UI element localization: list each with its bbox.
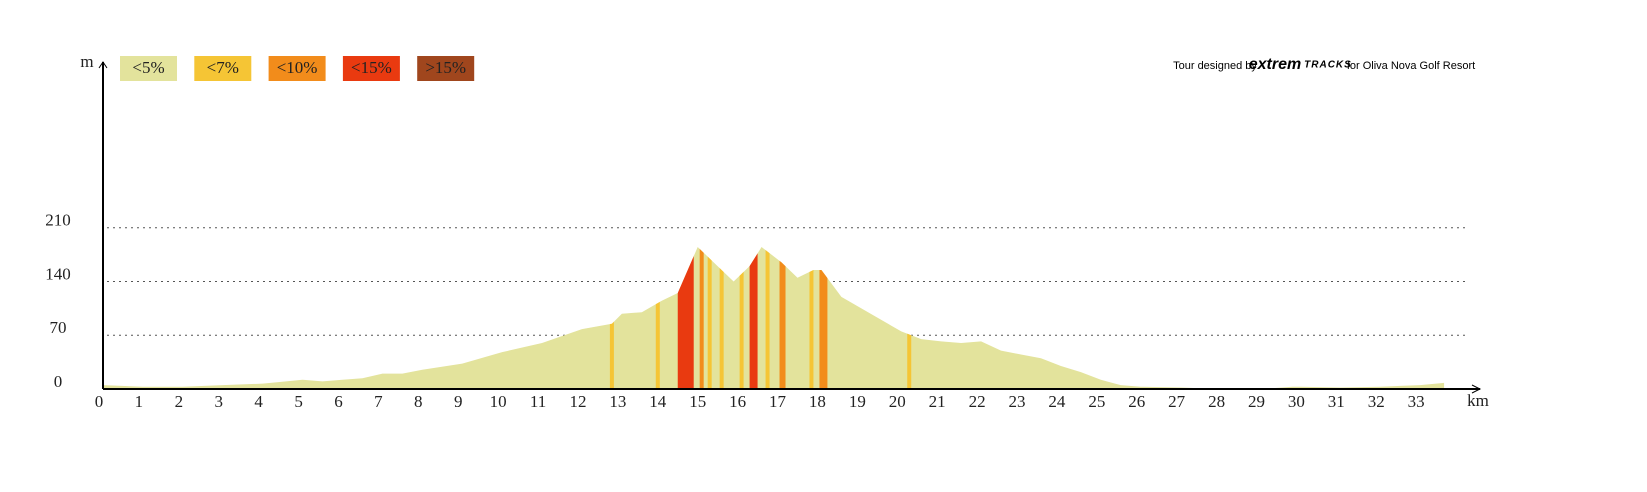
x-tick-label: 2	[175, 392, 184, 411]
y-tick-label: 70	[50, 318, 67, 337]
x-tick-label: 29	[1248, 392, 1265, 411]
x-tick-label: 1	[135, 392, 144, 411]
x-tick-label: 17	[769, 392, 787, 411]
y-tick-label: 0	[54, 372, 63, 391]
x-tick-label: 24	[1048, 392, 1066, 411]
gradient-stripe	[907, 246, 912, 389]
x-tick-label: 16	[729, 392, 746, 411]
x-tick-label: 14	[649, 392, 667, 411]
x-tick-label: 10	[490, 392, 507, 411]
credit-suffix: for Oliva Nova Golf Resort	[1347, 60, 1475, 72]
x-axis-arrow	[1471, 384, 1482, 394]
x-tick-label: 5	[294, 392, 303, 411]
legend-swatch	[120, 56, 177, 81]
x-tick-label: 33	[1408, 392, 1425, 411]
x-tick-label: 4	[254, 392, 263, 411]
x-tick-label: 15	[689, 392, 706, 411]
gradient-stripe	[739, 246, 744, 389]
legend-swatch	[342, 56, 400, 81]
elevation-area	[103, 246, 1445, 389]
x-tick-label: 18	[809, 392, 826, 411]
gradient-stripe	[707, 246, 712, 389]
legend-label: <10%	[277, 58, 318, 77]
legend-label: <15%	[351, 58, 392, 77]
x-tick-label: 22	[969, 392, 986, 411]
credit-prefix: Tour designed by	[1173, 60, 1257, 72]
gradient-stripe	[655, 246, 660, 389]
x-tick-label: 20	[889, 392, 906, 411]
gradient-stripe	[609, 246, 614, 389]
y-tick-label: 210	[45, 211, 71, 230]
legend-label: >15%	[425, 58, 466, 77]
legend-swatch	[268, 56, 326, 81]
y-tick-label: 140	[45, 264, 71, 283]
x-tick-label: 27	[1168, 392, 1186, 411]
x-tick-label: 19	[849, 392, 866, 411]
x-axis-label: km	[1467, 391, 1489, 410]
x-tick-label: 6	[334, 392, 343, 411]
gradient-stripe	[677, 246, 694, 389]
gradient-stripe	[719, 246, 724, 389]
x-tick-label: 0	[95, 392, 104, 411]
x-tick-label: 8	[414, 392, 423, 411]
x-tick-label: 26	[1128, 392, 1145, 411]
x-tick-label: 7	[374, 392, 383, 411]
gradient-stripe	[819, 246, 828, 389]
gradient-stripe	[765, 246, 770, 389]
gradient-stripe	[699, 246, 704, 389]
legend-label: <7%	[207, 58, 239, 77]
gradient-stripe	[749, 246, 758, 389]
x-tick-label: 32	[1368, 392, 1385, 411]
legend-swatch	[194, 56, 252, 81]
x-tick-label: 30	[1288, 392, 1305, 411]
x-tick-label: 23	[1009, 392, 1026, 411]
legend-swatch	[417, 56, 475, 81]
credit-brand: extrem	[1249, 56, 1301, 73]
x-tick-label: 21	[929, 392, 946, 411]
credit: Tour designed by extrem TRACKS for Oliva…	[1173, 56, 1475, 73]
x-tick-label: 31	[1328, 392, 1345, 411]
x-tick-label: 12	[569, 392, 586, 411]
x-tick-label: 11	[530, 392, 546, 411]
credit-brand: TRACKS	[1304, 60, 1352, 71]
gradient-stripe	[779, 246, 786, 389]
legend-label: <5%	[132, 58, 164, 77]
y-axis-arrow	[98, 61, 108, 69]
x-tick-label: 13	[609, 392, 626, 411]
x-tick-label: 9	[454, 392, 463, 411]
gradient-stripe	[809, 246, 814, 389]
x-tick-label: 3	[214, 392, 223, 411]
y-axis-label: m	[80, 52, 93, 71]
x-tick-label: 28	[1208, 392, 1225, 411]
x-tick-label: 25	[1088, 392, 1105, 411]
